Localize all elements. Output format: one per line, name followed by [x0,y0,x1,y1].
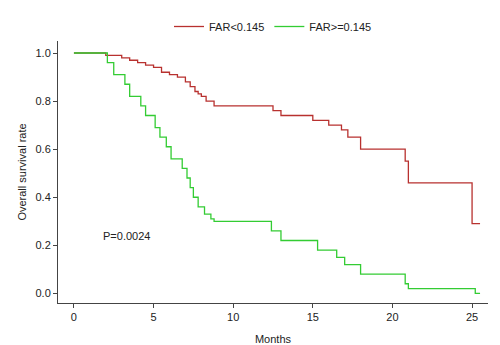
svg-text:Overall survival rate: Overall survival rate [16,123,28,220]
svg-text:FAR>=0.145: FAR>=0.145 [309,21,371,33]
svg-text:FAR<0.145: FAR<0.145 [209,21,264,33]
svg-text:1.0: 1.0 [36,47,51,59]
svg-text:10: 10 [227,311,239,323]
svg-text:0.6: 0.6 [36,143,51,155]
svg-text:0.0: 0.0 [36,287,51,299]
svg-text:25: 25 [466,311,478,323]
svg-text:0.4: 0.4 [36,191,51,203]
svg-text:5: 5 [150,311,156,323]
svg-text:0: 0 [71,311,77,323]
svg-text:0.8: 0.8 [36,95,51,107]
svg-text:0.2: 0.2 [36,239,51,251]
svg-text:15: 15 [307,311,319,323]
svg-text:P=0.0024: P=0.0024 [103,230,150,242]
svg-text:20: 20 [386,311,398,323]
svg-text:Months: Months [255,333,292,345]
